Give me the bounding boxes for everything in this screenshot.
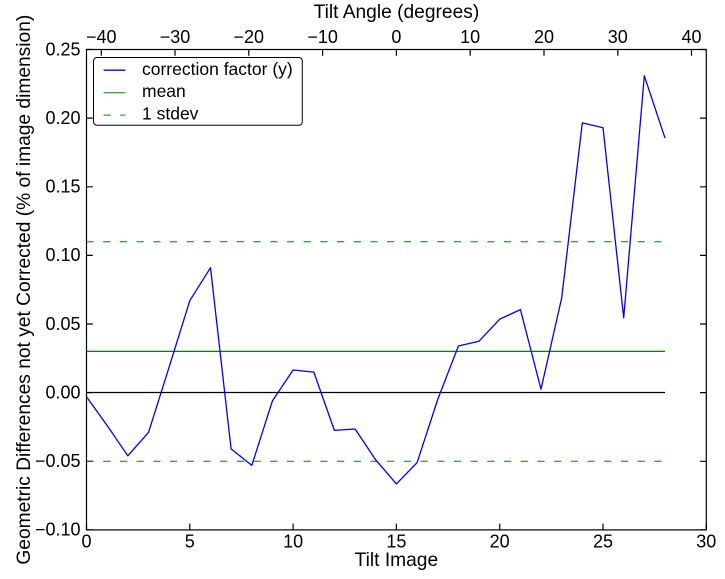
svg-text:40: 40 bbox=[681, 27, 701, 47]
svg-text:0.05: 0.05 bbox=[45, 314, 80, 334]
svg-text:−10: −10 bbox=[307, 27, 338, 47]
svg-text:−40: −40 bbox=[86, 27, 117, 47]
svg-text:Tilt Image: Tilt Image bbox=[355, 550, 439, 571]
svg-text:mean: mean bbox=[142, 81, 186, 101]
svg-text:0.10: 0.10 bbox=[45, 245, 80, 265]
svg-text:20: 20 bbox=[534, 27, 554, 47]
svg-text:0.00: 0.00 bbox=[45, 382, 80, 402]
svg-text:−30: −30 bbox=[160, 27, 191, 47]
svg-text:1 stdev: 1 stdev bbox=[142, 103, 199, 123]
svg-text:Geometric Differences not yet: Geometric Differences not yet Corrected … bbox=[14, 15, 35, 565]
svg-text:25: 25 bbox=[593, 532, 613, 552]
svg-text:−20: −20 bbox=[234, 27, 265, 47]
svg-text:−0.05: −0.05 bbox=[35, 451, 81, 471]
svg-text:0: 0 bbox=[81, 532, 91, 552]
svg-text:0.25: 0.25 bbox=[45, 39, 80, 59]
svg-text:0.20: 0.20 bbox=[45, 108, 80, 128]
svg-text:10: 10 bbox=[460, 27, 480, 47]
svg-text:Tilt Angle (degrees): Tilt Angle (degrees) bbox=[314, 2, 480, 23]
svg-text:0: 0 bbox=[391, 27, 401, 47]
svg-text:20: 20 bbox=[490, 532, 510, 552]
svg-text:correction factor (y): correction factor (y) bbox=[142, 59, 293, 79]
svg-text:10: 10 bbox=[283, 532, 303, 552]
svg-text:30: 30 bbox=[696, 532, 716, 552]
svg-text:5: 5 bbox=[185, 532, 195, 552]
svg-text:0.15: 0.15 bbox=[45, 177, 80, 197]
svg-text:−0.10: −0.10 bbox=[35, 520, 81, 540]
svg-text:30: 30 bbox=[608, 27, 628, 47]
svg-text:15: 15 bbox=[386, 532, 406, 552]
